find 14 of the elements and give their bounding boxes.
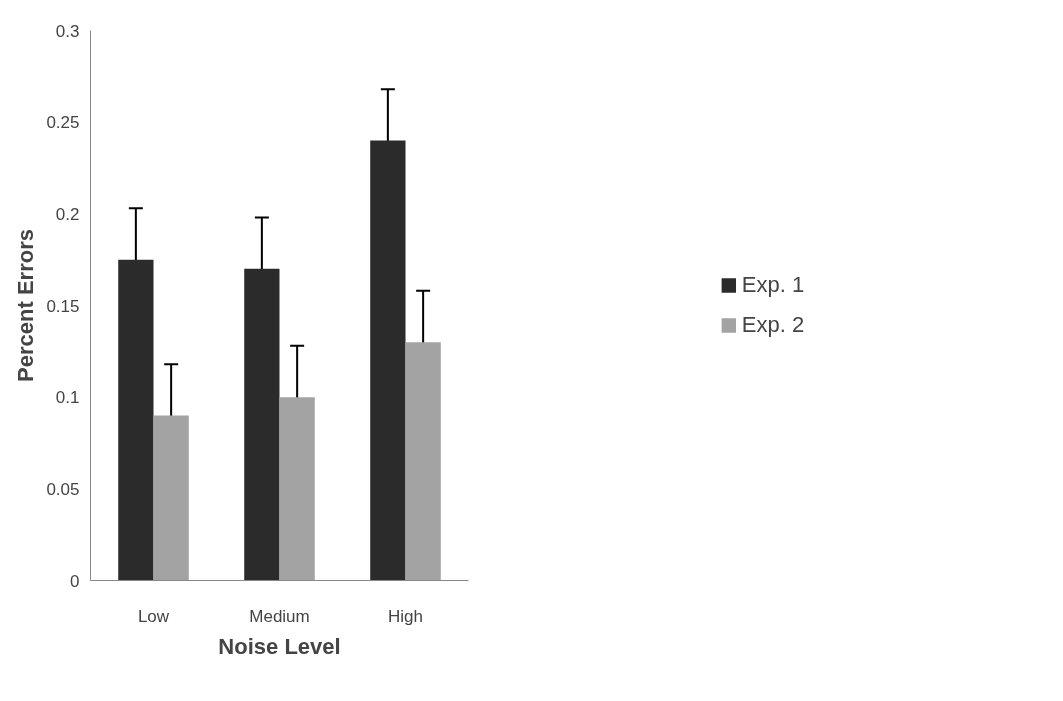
y-tick-label: 0.25 (46, 113, 80, 133)
y-tick-label: 0.1 (55, 388, 80, 408)
x-tick-label: High (388, 606, 423, 626)
y-tick-label: 0.2 (55, 204, 80, 224)
x-tick-label: Medium (249, 606, 310, 626)
y-tick-label: 0.05 (46, 479, 80, 499)
legend-label: Exp. 2 (741, 312, 805, 338)
y-tick-label: 0.15 (46, 296, 80, 316)
x-tick-label: Low (137, 606, 170, 626)
y-tick-label: 0.3 (55, 21, 80, 41)
legend-label: Exp. 1 (741, 272, 805, 298)
y-tick-label: 0 (70, 571, 80, 591)
x-axis-title: Noise Level (218, 633, 341, 659)
y-axis-title: Percent Errors (13, 229, 39, 382)
